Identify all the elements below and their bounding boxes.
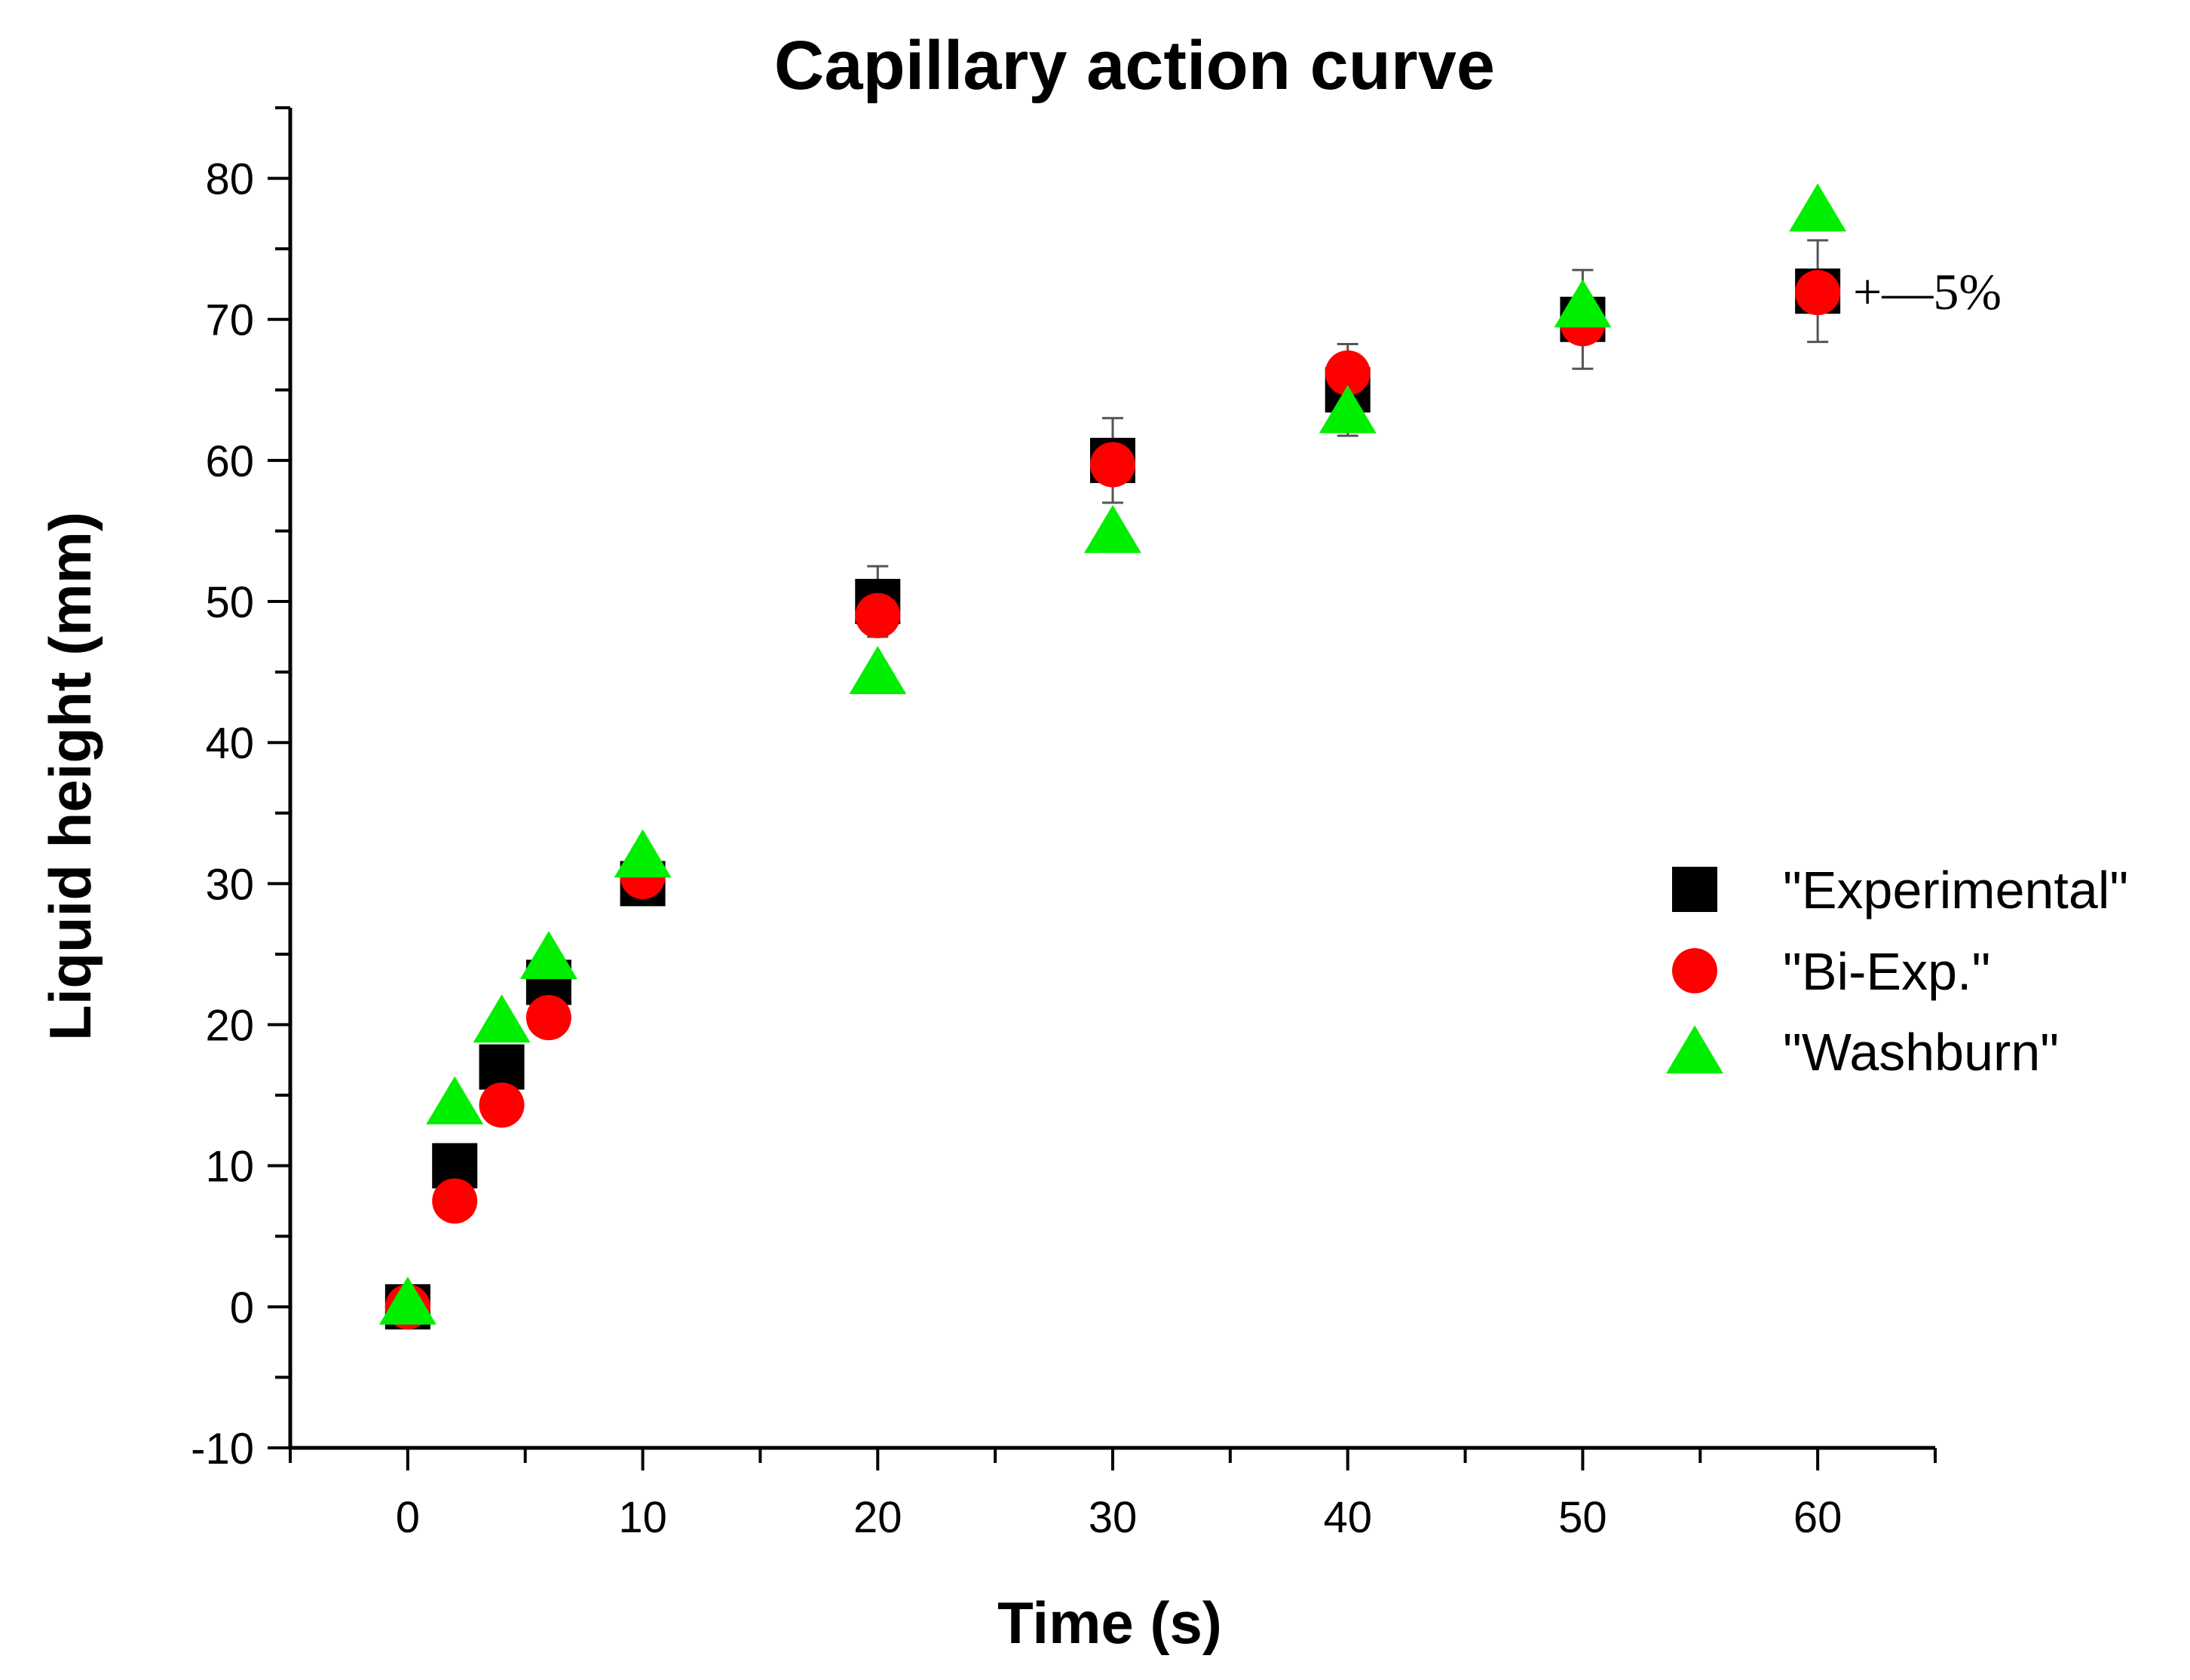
y-tick-label: 80	[205, 155, 254, 204]
chart-title: Capillary action curve	[774, 27, 1495, 104]
washburn-point	[519, 931, 577, 980]
error-annotation: +—5%	[1853, 263, 2002, 320]
y-tick-label: 10	[205, 1143, 254, 1192]
y-axis-label: Liquid height (mm)	[37, 512, 103, 1041]
x-tick-label: 0	[396, 1493, 420, 1542]
bi-exp-point	[432, 1178, 478, 1224]
washburn-point	[473, 994, 531, 1043]
x-axis-label: Time (s)	[997, 1590, 1222, 1656]
y-tick-label: 30	[205, 860, 254, 909]
axes: 0 10 20 30 40 50 60 -10 0 10 20 30 40 50 60 70 80	[191, 106, 1937, 1542]
x-tick-label: 20	[853, 1493, 902, 1542]
x-tick-label: 50	[1558, 1493, 1607, 1542]
y-tick-label: 40	[205, 719, 254, 768]
x-tick-label: 30	[1089, 1493, 1138, 1542]
bi-exp-point	[1090, 442, 1135, 488]
error-bars	[444, 239, 1829, 1174]
washburn-point	[849, 646, 907, 694]
washburn-point	[1084, 504, 1141, 553]
legend-experimental-marker	[1672, 867, 1717, 912]
legend-bi-exp-marker	[1672, 948, 1717, 993]
y-tick-label: 60	[205, 437, 254, 486]
bi-exp-point	[525, 995, 571, 1041]
bi-exp-point	[1795, 270, 1841, 316]
washburn-point	[1554, 279, 1612, 328]
bi-exp-point	[1325, 350, 1371, 396]
legend-washburn-marker	[1666, 1025, 1723, 1074]
y-tick-label: 0	[230, 1284, 254, 1333]
y-tick-label: 20	[205, 1002, 254, 1051]
bi-exp-point	[855, 592, 901, 638]
x-tick-label: 10	[618, 1493, 667, 1542]
washburn-point	[426, 1076, 484, 1125]
data-markers	[378, 183, 1847, 1330]
washburn-point	[614, 829, 672, 878]
bi-exp-point	[479, 1082, 525, 1128]
legend-washburn-label: "Washburn"	[1783, 1023, 2059, 1082]
experimental-point	[479, 1044, 525, 1090]
x-tick-label: 60	[1793, 1493, 1842, 1542]
legend-bi-exp-label: "Bi-Exp."	[1783, 942, 1990, 1001]
washburn-point	[1319, 384, 1377, 433]
washburn-point	[1789, 183, 1847, 232]
y-tick-label: 50	[205, 578, 254, 627]
legend-experimental-label: "Experimental"	[1783, 861, 2128, 920]
y-tick-label: 70	[205, 296, 254, 345]
x-tick-label: 40	[1323, 1493, 1372, 1542]
washburn-point	[378, 1276, 436, 1325]
legend: "Experimental" "Bi-Exp." "Washburn"	[1666, 861, 2128, 1082]
y-tick-label: -10	[191, 1424, 254, 1473]
